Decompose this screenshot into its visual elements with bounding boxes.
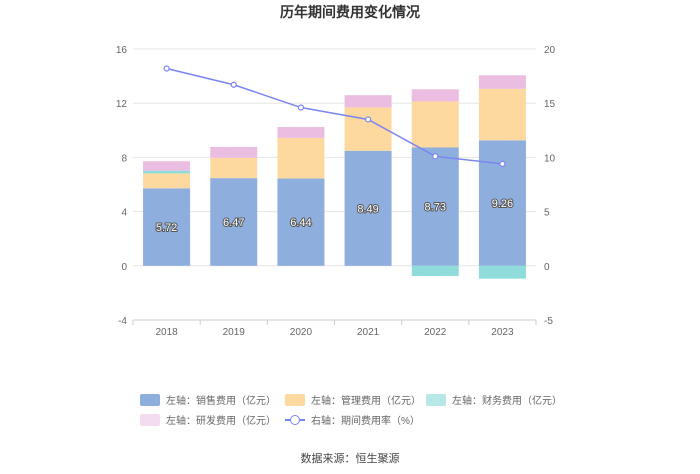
bar-segment: [277, 178, 325, 266]
x-tick-label: 2023: [491, 327, 514, 338]
legend-item-rate[interactable]: 右轴：期间费用率（%）: [285, 412, 420, 427]
bar-segment: [344, 107, 392, 151]
legend-swatch-sales: [140, 393, 160, 406]
right-tick-label: 10: [544, 153, 556, 164]
grid: [133, 48, 536, 321]
bar-segment: [277, 137, 325, 179]
bar-segment: [411, 147, 459, 266]
rate-line: [163, 65, 506, 168]
x-tick-label: 2018: [155, 327, 178, 338]
right-tick-label: -5: [544, 316, 553, 327]
legend-swatch-finance: [426, 393, 446, 406]
legend-label-rnd: 左轴：研发费用（亿元）: [166, 416, 276, 427]
bar-segment: [143, 173, 191, 189]
rate-line-point: [364, 116, 372, 123]
left-tick-label: 4: [121, 208, 127, 219]
chart-title: 历年期间费用变化情况: [280, 4, 420, 20]
bar-segment: [478, 265, 526, 279]
left-tick-label: -4: [118, 316, 127, 327]
bar-labels: 5.72 6.47 6.44 8.49 8.73 9.26: [155, 197, 514, 235]
bar-value-label: 6.44: [290, 217, 311, 229]
bar-segment: [411, 101, 459, 148]
x-tick-label: 2021: [357, 327, 380, 338]
left-tick-label: 8: [121, 153, 127, 164]
rate-line-point: [297, 104, 305, 111]
legend-label-rate: 右轴：期间费用率（%）: [311, 416, 420, 427]
bar-segment: [344, 150, 392, 266]
right-tick-label: 20: [544, 45, 556, 56]
bar-segment: [210, 146, 258, 158]
x-tick-label: 2022: [424, 327, 447, 338]
bar-value-label: 8.73: [425, 202, 446, 214]
rate-line-path: [166, 67, 503, 165]
bar-segment: [143, 161, 191, 171]
bar-segment: [478, 88, 526, 141]
left-tick-label: 0: [121, 262, 127, 273]
legend-line-icon: [285, 414, 305, 426]
left-axis: -4 0 4 8 12 16: [116, 45, 128, 327]
left-tick-label: 16: [116, 45, 128, 56]
bar-segment: [411, 265, 459, 276]
x-tick-label: 2020: [290, 327, 313, 338]
bar-segment: [277, 127, 325, 138]
right-axis: -5 0 5 10 15 20: [544, 45, 556, 327]
rate-line-point: [163, 65, 170, 72]
bar-segment: [411, 89, 459, 102]
left-tick-label: 12: [116, 99, 128, 110]
bar-value-label: 6.47: [223, 217, 244, 229]
right-tick-label: 0: [544, 262, 550, 273]
bars: [143, 75, 526, 279]
bar-segment: [210, 157, 258, 179]
legend-label-sales: 左轴：销售费用（亿元）: [166, 396, 276, 407]
bar-segment: [210, 178, 258, 266]
x-tick-label: 2019: [223, 327, 246, 338]
legend-label-admin: 左轴：管理费用（亿元）: [311, 396, 421, 407]
legend-swatch-rnd: [140, 413, 160, 426]
right-tick-label: 15: [544, 99, 556, 110]
right-tick-label: 5: [544, 208, 550, 219]
bar-segment: [344, 95, 392, 108]
legend-item-admin[interactable]: 左轴：管理费用（亿元）: [285, 392, 421, 407]
rate-line-point: [432, 153, 439, 160]
data-source: 数据来源：恒生聚源: [300, 453, 400, 465]
legend-swatch-admin: [285, 393, 305, 406]
legend-item-finance[interactable]: 左轴：财务费用（亿元）: [426, 392, 562, 407]
bar-value-label: 8.49: [357, 203, 378, 215]
bar-segment: [143, 170, 191, 174]
legend-item-rnd[interactable]: 左轴：研发费用（亿元）: [140, 412, 276, 427]
bar-segment: [143, 188, 191, 266]
rate-line-point: [499, 160, 506, 168]
x-axis: 2018 2019 2020 2021 2022 2023: [132, 319, 537, 338]
bar-segment: [478, 75, 526, 89]
legend-item-sales[interactable]: 左轴：销售费用（亿元）: [140, 392, 276, 407]
bar-value-label: 9.26: [492, 198, 513, 210]
bar-value-label: 5.72: [156, 222, 177, 234]
legend-label-finance: 左轴：财务费用（亿元）: [452, 396, 562, 407]
rate-line-point: [230, 81, 237, 88]
